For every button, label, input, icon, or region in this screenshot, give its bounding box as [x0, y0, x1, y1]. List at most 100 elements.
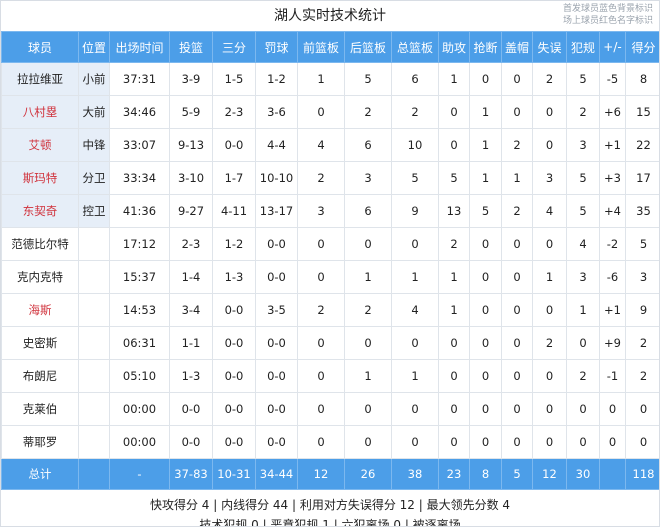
column-header[interactable]: 位置 [78, 31, 110, 63]
stat-后篮板: 1 [344, 359, 392, 393]
stat-出场时间: 17:12 [109, 227, 170, 261]
color-legend: 首发球员蓝色背景标识 场上球员红色名字标识 [563, 3, 653, 27]
stat-后篮板: 3 [344, 161, 392, 195]
player-row: 克莱伯 00:00 0-0 0-0 0-0 0 0 0 0 0 0 0 0 0 0 [1, 392, 659, 426]
stat-罚球: 0-0 [255, 260, 298, 294]
stat-抢断: 0 [469, 425, 502, 459]
stat-得分: 0 [625, 425, 659, 459]
stat-得分: 2 [625, 359, 659, 393]
stat-抢断: 0 [469, 392, 502, 426]
stat-后篮板: 0 [344, 326, 392, 360]
stat-总篮板: 0 [391, 326, 439, 360]
total-出场时间: - [109, 458, 170, 490]
table-header: 球员 位置 出场时间 投篮 三分 罚球 前篮板 后篮板 总篮板 助攻 抢断 盖帽 失误 犯规 +/- 得分 [1, 31, 659, 63]
stat-前篮板: 2 [297, 161, 345, 195]
stat-失误: 1 [532, 260, 567, 294]
stat-助攻: 0 [438, 128, 470, 162]
stat-得分: 9 [625, 293, 659, 327]
player-row: 艾顿 中锋 33:07 9-13 0-0 4-4 4 6 10 0 1 2 0 3 +1 22 [1, 128, 659, 162]
stat-抢断: 5 [469, 194, 502, 228]
column-header[interactable]: 三分 [212, 31, 256, 63]
stat-罚球: 1-2 [255, 62, 298, 96]
stat-出场时间: 05:10 [109, 359, 170, 393]
column-header[interactable]: 失误 [532, 31, 567, 63]
stat-+/-: +6 [599, 95, 626, 129]
stat-前篮板: 0 [297, 425, 345, 459]
stat-抢断: 0 [469, 227, 502, 261]
stat-投篮: 1-1 [169, 326, 213, 360]
stat-三分: 0-0 [212, 359, 256, 393]
column-header[interactable]: 后篮板 [344, 31, 392, 63]
column-header[interactable]: 总篮板 [391, 31, 439, 63]
stat-+/-: -6 [599, 260, 626, 294]
player-row: 布朗尼 05:10 1-3 0-0 0-0 0 1 1 0 0 0 0 2 -1 2 [1, 359, 659, 393]
stat-总篮板: 1 [391, 359, 439, 393]
player-position [78, 260, 110, 294]
legend-on-court: 场上球员红色名字标识 [562, 16, 653, 26]
stat-出场时间: 14:53 [109, 293, 170, 327]
stat-+/-: +3 [599, 161, 626, 195]
stat-出场时间: 41:36 [109, 194, 170, 228]
column-header[interactable]: 罚球 [255, 31, 298, 63]
stat-盖帽: 0 [501, 425, 533, 459]
player-row: 蒂耶罗 00:00 0-0 0-0 0-0 0 0 0 0 0 0 0 0 0 0 [1, 425, 659, 459]
stat-犯规: 5 [566, 62, 600, 96]
stat-出场时间: 00:00 [109, 425, 170, 459]
stat-抢断: 0 [469, 359, 502, 393]
stat-犯规: 2 [566, 95, 600, 129]
player-position [78, 326, 110, 360]
stat-前篮板: 0 [297, 260, 345, 294]
stat-后篮板: 5 [344, 62, 392, 96]
player-name: 克莱伯 [1, 392, 79, 426]
total-投篮: 37-83 [169, 458, 213, 490]
column-header[interactable]: 犯规 [566, 31, 600, 63]
stat-三分: 0-0 [212, 392, 256, 426]
column-header[interactable]: 盖帽 [501, 31, 533, 63]
player-name: 海斯 [1, 293, 79, 327]
column-header[interactable]: 抢断 [469, 31, 502, 63]
stat-助攻: 1 [438, 62, 470, 96]
stat-助攻: 1 [438, 260, 470, 294]
stat-+/-: +4 [599, 194, 626, 228]
stat-盖帽: 0 [501, 260, 533, 294]
stat-出场时间: 37:31 [109, 62, 170, 96]
stat-+/-: +1 [599, 128, 626, 162]
stat-投篮: 3-9 [169, 62, 213, 96]
stat-投篮: 5-9 [169, 95, 213, 129]
stat-抢断: 0 [469, 293, 502, 327]
stat-后篮板: 2 [344, 293, 392, 327]
total-+/- [599, 458, 626, 490]
player-row: 史密斯 06:31 1-1 0-0 0-0 0 0 0 0 0 0 2 0 +9 2 [1, 326, 659, 360]
player-position [78, 425, 110, 459]
player-name: 拉拉维亚 [1, 62, 79, 96]
column-header[interactable]: 出场时间 [109, 31, 170, 63]
stat-三分: 1-5 [212, 62, 256, 96]
stat-盖帽: 0 [501, 359, 533, 393]
stat-投篮: 3-10 [169, 161, 213, 195]
column-header[interactable]: 前篮板 [297, 31, 345, 63]
player-position: 控卫 [78, 194, 110, 228]
column-header[interactable]: +/- [599, 31, 626, 63]
column-header[interactable]: 球员 [1, 31, 79, 63]
stat-三分: 0-0 [212, 326, 256, 360]
column-header[interactable]: 助攻 [438, 31, 470, 63]
stat-罚球: 0-0 [255, 326, 298, 360]
stat-总篮板: 9 [391, 194, 439, 228]
stat-三分: 0-0 [212, 425, 256, 459]
player-row: 克内克特 15:37 1-4 1-3 0-0 0 1 1 1 0 0 1 3 -6 3 [1, 260, 659, 294]
stat-总篮板: 1 [391, 260, 439, 294]
column-header[interactable]: 得分 [625, 31, 659, 63]
stat-犯规: 1 [566, 293, 600, 327]
stat-出场时间: 00:00 [109, 392, 170, 426]
stat-犯规: 5 [566, 194, 600, 228]
stat-投篮: 1-3 [169, 359, 213, 393]
column-header[interactable]: 投篮 [169, 31, 213, 63]
total-前篮板: 12 [297, 458, 345, 490]
stat-抢断: 0 [469, 260, 502, 294]
stat-罚球: 0-0 [255, 359, 298, 393]
stat-罚球: 0-0 [255, 392, 298, 426]
stat-助攻: 0 [438, 425, 470, 459]
summary-line-2: 技术犯规 0 | 恶意犯规 1 | 六犯离场 0 | 被逐离场 [199, 518, 461, 527]
stat-失误: 3 [532, 161, 567, 195]
